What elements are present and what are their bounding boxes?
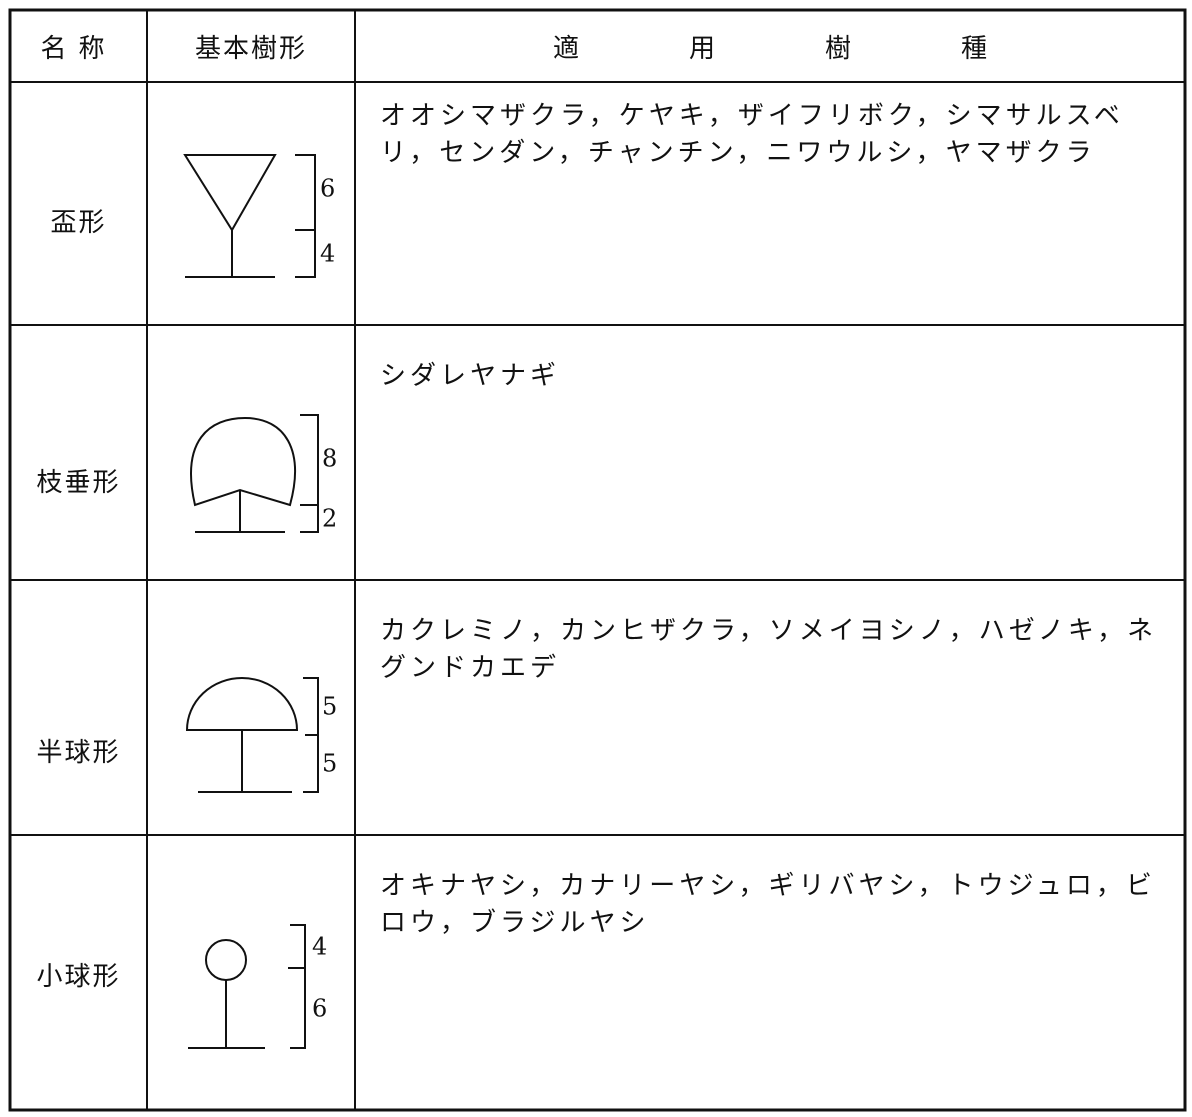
ratio: 6 <box>320 175 335 203</box>
weeping-crown <box>190 416 296 507</box>
ratio: 8 <box>322 445 337 473</box>
header-species: 適用樹種 <box>552 34 1097 64</box>
table-border <box>8 8 1187 1112</box>
row-name: 半球形 <box>36 738 121 768</box>
ratio: 2 <box>322 505 337 533</box>
ball-crown <box>205 939 247 981</box>
ratio: 4 <box>320 240 335 268</box>
bracket <box>290 924 306 1049</box>
row-name: 枝垂形 <box>36 468 121 498</box>
row-name: 盃形 <box>50 208 107 238</box>
cup-crown <box>183 154 277 232</box>
species: オキナヤシ，カナリーヤシ，ギリバヤシ，トウジュロ，ビロウ，ブラジルヤシ <box>380 871 1156 938</box>
ratio: 5 <box>322 693 337 721</box>
species: オオシマザクラ，ケヤキ，ザイフリボク，シマサルスベリ，センダン，チャンチン，ニワ… <box>380 101 1124 168</box>
row-name: 小球形 <box>36 962 121 992</box>
bracket <box>295 154 316 278</box>
species: シダレヤナギ <box>380 361 561 391</box>
ratio: 6 <box>312 995 327 1023</box>
dome-crown <box>185 677 299 731</box>
bracket <box>300 414 319 533</box>
header-shape: 基本樹形 <box>194 34 307 64</box>
species: カクレミノ，カンヒザクラ，ソメイヨシノ，ハゼノキ，ネグンドカエデ <box>380 616 1158 683</box>
ratio: 4 <box>312 933 327 961</box>
ratio: 5 <box>322 750 337 778</box>
header-name: 名称 <box>40 34 117 64</box>
